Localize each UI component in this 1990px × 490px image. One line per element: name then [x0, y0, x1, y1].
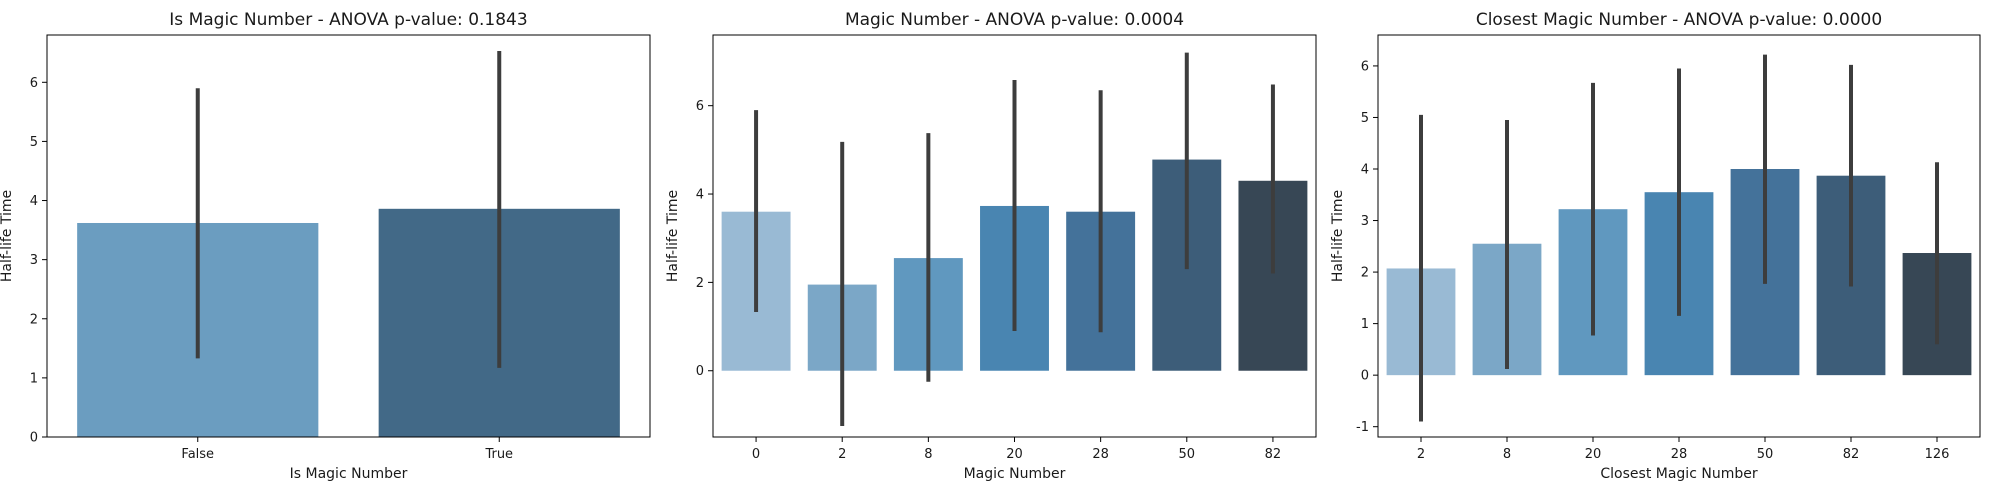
y-tick-label: 0	[1361, 369, 1369, 384]
y-tick-label: 6	[1361, 59, 1369, 74]
chart-panel-1: 0 1 2 3 4 5 6 False True Is Magic Number - ANOVA …	[0, 10, 651, 482]
y-tick-label: 6	[696, 99, 704, 114]
x-tick-label: 0	[752, 447, 760, 462]
y-tick-label: 4	[30, 194, 38, 209]
chart-title: Closest Magic Number - ANOVA p-value: 0.…	[1476, 10, 1882, 30]
y-tick-label: 3	[1361, 214, 1369, 229]
x-tick-label: 126	[1925, 447, 1950, 462]
x-tick-label: 8	[1503, 447, 1511, 462]
x-tick-label: 28	[1671, 447, 1688, 462]
chart-title: Is Magic Number - ANOVA p-value: 0.1843	[169, 10, 527, 30]
y-axis-label: Half-life Time	[1330, 190, 1346, 282]
y-tick-label: 1	[1361, 317, 1369, 332]
y-tick-label: 4	[1361, 163, 1369, 178]
x-tick-label: 20	[1585, 447, 1602, 462]
y-tick-label: 0	[30, 431, 38, 446]
x-axis-label: Magic Number	[964, 466, 1066, 482]
y-tick-label: 4	[696, 188, 704, 203]
x-tick-label: 50	[1179, 447, 1196, 462]
x-tick-label: 82	[1843, 447, 1860, 462]
y-tick-label: 3	[30, 253, 38, 268]
x-tick-label: False	[181, 447, 214, 462]
y-axis-label: Half-life Time	[665, 190, 681, 282]
x-tick-label: 28	[1092, 447, 1109, 462]
x-tick-label: 8	[924, 447, 932, 462]
y-tick-label: 0	[696, 364, 704, 379]
y-tick-label: 2	[30, 312, 38, 327]
x-tick-label: 2	[1417, 447, 1425, 462]
y-tick-label: 2	[696, 276, 704, 291]
y-tick-label: 2	[1361, 266, 1369, 281]
y-tick-label: 1	[30, 371, 38, 386]
y-axis-label: Half-life Time	[0, 190, 15, 282]
x-axis-label: Is Magic Number	[290, 466, 408, 482]
y-tick-label: 5	[30, 135, 38, 150]
chart-title: Magic Number - ANOVA p-value: 0.0004	[845, 10, 1184, 30]
y-tick-label: 6	[30, 76, 38, 91]
y-tick-label: 5	[1361, 111, 1369, 126]
axes-frame	[46, 34, 651, 438]
x-tick-label: 20	[1006, 447, 1023, 462]
x-axis-label: Closest Magic Number	[1600, 466, 1757, 482]
x-tick-label: 2	[838, 447, 846, 462]
x-tick-label: 82	[1265, 447, 1282, 462]
y-tick-label: -1	[1356, 420, 1369, 435]
x-tick-label: True	[484, 447, 513, 462]
x-tick-label: 50	[1757, 447, 1774, 462]
